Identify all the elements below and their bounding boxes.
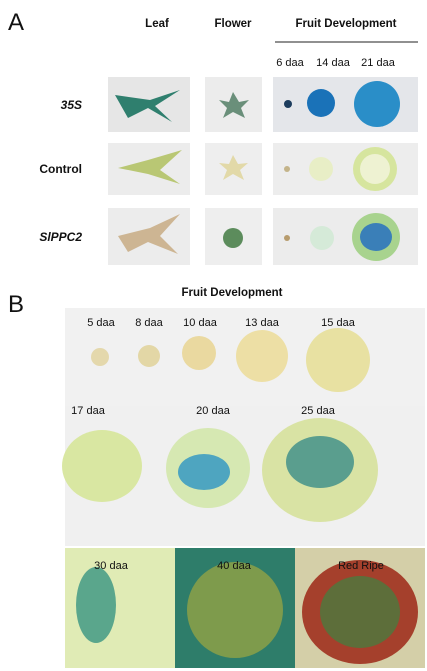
stage-label: 14 daa (316, 57, 351, 69)
photos-b (62, 308, 425, 668)
stage-label: 40 daa (217, 560, 252, 572)
stage-label: 25 daa (301, 405, 336, 417)
column-header: Flower (214, 18, 252, 30)
stage-label: 10 daa (183, 317, 218, 329)
stage-label: 15 daa (321, 317, 356, 329)
column-header: Leaf (145, 18, 169, 30)
photos-a (108, 77, 418, 265)
stage-label: 6 daa (276, 57, 304, 69)
stage-label: 20 daa (196, 405, 231, 417)
panel-label: B (8, 291, 24, 318)
column-header: Fruit Development (296, 18, 397, 30)
stage-label: 21 daa (361, 57, 396, 69)
stage-label: 17 daa (71, 405, 106, 417)
stage-label: 5 daa (87, 317, 115, 329)
row-label: 35S (61, 98, 82, 112)
stage-label: 13 daa (245, 317, 280, 329)
panel-label: A (8, 9, 24, 36)
row-label: Control (39, 162, 82, 176)
panel-title: Fruit Development (182, 287, 283, 299)
stage-label: Red Ripe (338, 560, 384, 572)
stage-label: 8 daa (135, 317, 163, 329)
row-label: SlPPC2 (39, 230, 82, 244)
stage-label: 30 daa (94, 560, 129, 572)
